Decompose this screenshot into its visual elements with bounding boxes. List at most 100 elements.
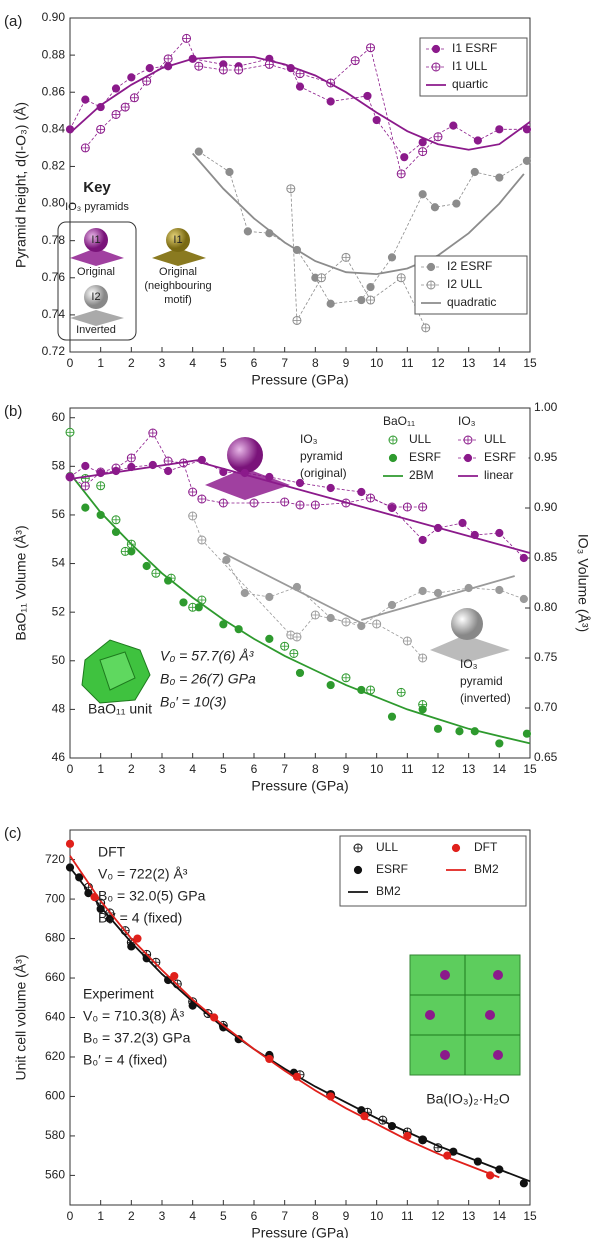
y2-tick-label: 0.80	[534, 600, 558, 614]
data-point	[474, 137, 481, 144]
y-axis-label: BaO₁₁ Volume (Å³)	[13, 525, 29, 640]
x-tick-label: 9	[343, 762, 350, 776]
x-tick-label: 1	[97, 356, 104, 370]
annotation: BaO₁₁ unit	[88, 701, 152, 717]
annotation: DFT	[98, 844, 126, 860]
x-tick-label: 11	[401, 1209, 414, 1223]
x-tick-label: 7	[281, 1209, 288, 1223]
structure-icon	[410, 955, 520, 1075]
annotation: (inverted)	[460, 691, 511, 705]
x-tick-label: 10	[370, 762, 384, 776]
x-tick-label: 3	[159, 356, 166, 370]
data-point	[195, 148, 202, 155]
y2-tick-label: 0.85	[534, 550, 558, 564]
data-point	[327, 614, 334, 621]
x-tick-label: 15	[523, 1209, 537, 1223]
data-point	[266, 593, 273, 600]
y-tick-label: 48	[52, 702, 66, 716]
x-tick-label: 1	[97, 762, 104, 776]
legend-label: ULL	[376, 840, 398, 854]
x-tick-label: 9	[343, 356, 350, 370]
legend-marker	[427, 263, 434, 270]
data-point	[496, 586, 503, 593]
legend-label: I2 ULL	[447, 277, 483, 291]
x-tick-label: 15	[523, 762, 537, 776]
y-tick-label: 0.76	[42, 270, 66, 284]
x-tick-label: 10	[370, 356, 384, 370]
data-point	[82, 504, 89, 511]
x-tick-label: 6	[251, 356, 258, 370]
data-point	[327, 681, 334, 688]
x-tick-label: 3	[159, 1209, 166, 1223]
annotation: (neighbouring	[144, 280, 211, 292]
legend-marker	[452, 844, 459, 851]
y-tick-label: 60	[52, 410, 66, 424]
sphere-icon	[227, 437, 263, 473]
y-tick-label: 46	[52, 750, 66, 764]
y2-tick-label: 1.00	[534, 400, 558, 414]
annotation: I1	[173, 234, 182, 246]
data-point	[128, 74, 135, 81]
x-tick-label: 4	[189, 762, 196, 776]
data-point	[401, 154, 408, 161]
data-point	[266, 635, 273, 642]
y-tick-label: 52	[52, 604, 66, 618]
x-tick-label: 1	[97, 1209, 104, 1223]
data-point	[434, 589, 441, 596]
y-tick-label: 0.86	[42, 84, 66, 98]
y-tick-label: 0.80	[42, 196, 66, 210]
data-point	[419, 536, 426, 543]
x-tick-label: 2	[128, 762, 135, 776]
data-point	[327, 98, 334, 105]
data-point	[327, 484, 334, 491]
x-tick-label: 12	[431, 1209, 445, 1223]
panel-label: (c)	[4, 825, 22, 842]
y2-axis-label: IO₃ Volume (Å³)	[575, 534, 591, 632]
legend-label: BM2	[474, 862, 499, 876]
annotation: B₀′ = 4 (fixed)	[83, 1052, 167, 1068]
y-tick-label: 580	[45, 1128, 65, 1142]
x-tick-label: 0	[67, 1209, 74, 1223]
data-point	[165, 467, 172, 474]
x-tick-label: 2	[128, 1209, 135, 1223]
x-tick-label: 2	[128, 356, 135, 370]
data-point	[128, 548, 135, 555]
data-point	[523, 157, 530, 164]
annotation: pyramid	[300, 449, 343, 463]
legend-label: BM2	[376, 884, 401, 898]
y-tick-label: 0.84	[42, 122, 66, 136]
data-point	[82, 462, 89, 469]
data-point	[143, 562, 150, 569]
legend-marker	[389, 454, 396, 461]
y2-tick-label: 0.65	[534, 750, 558, 764]
data-point	[471, 168, 478, 175]
data-point	[459, 519, 466, 526]
sphere-icon	[451, 608, 483, 640]
annotation: B₀ = 32.0(5) GPa	[98, 888, 206, 904]
x-tick-label: 0	[67, 356, 74, 370]
data-point	[223, 556, 230, 563]
data-point	[180, 599, 187, 606]
y-tick-label: 620	[45, 1049, 65, 1063]
x-tick-label: 5	[220, 762, 227, 776]
legend-label: ULL	[484, 432, 506, 446]
data-point	[419, 587, 426, 594]
legend-marker	[432, 45, 439, 52]
x-tick-label: 10	[370, 1209, 384, 1223]
legend-label: I1 ULL	[452, 59, 488, 73]
annotation: V₀ = 722(2) Å³	[98, 866, 188, 882]
annotation: IO₃	[460, 657, 478, 671]
x-tick-label: 4	[189, 1209, 196, 1223]
y-tick-label: 720	[45, 852, 65, 866]
annotation: Original	[77, 266, 115, 278]
data-point	[496, 126, 503, 133]
data-point	[450, 122, 457, 129]
data-point	[226, 168, 233, 175]
data-point	[244, 228, 251, 235]
legend-label: quadratic	[447, 295, 496, 309]
data-point	[520, 595, 527, 602]
x-tick-label: 6	[251, 762, 258, 776]
data-point	[456, 728, 463, 735]
y-tick-label: 600	[45, 1089, 65, 1103]
legend-label: DFT	[474, 840, 498, 854]
